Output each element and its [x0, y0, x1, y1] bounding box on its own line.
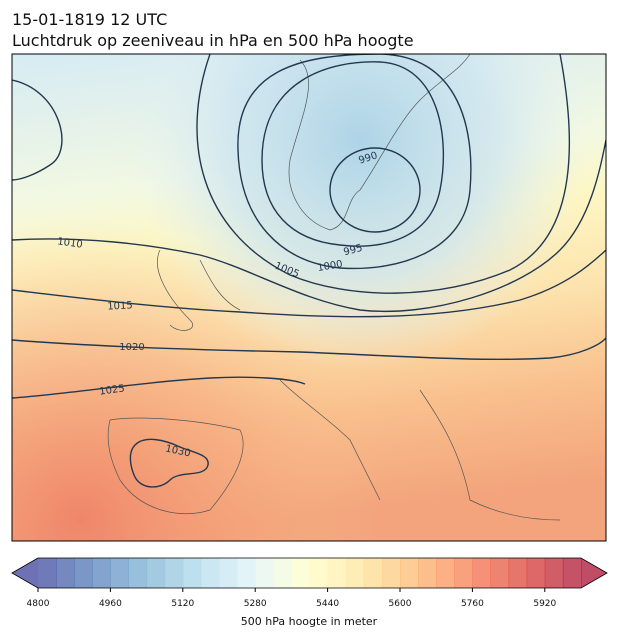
colorbar-extend-low: [12, 558, 38, 588]
isobar: [329, 147, 421, 233]
isobar: [12, 79, 63, 181]
isobar: [237, 54, 472, 270]
isobar-label: 995: [342, 243, 363, 259]
colorbar-bin: [490, 558, 510, 588]
colorbar-tick-label: 5440: [316, 599, 339, 609]
colorbar-bin: [255, 558, 274, 588]
colorbar-bin: [128, 558, 148, 588]
colorbar-label: 500 hPa hoogte in meter: [241, 615, 378, 628]
isobar-label: 1010: [57, 236, 84, 250]
isobar-label: 1020: [119, 342, 144, 353]
colorbar-tick-label: 4960: [99, 599, 122, 609]
colorbar-bin: [237, 558, 256, 588]
colorbar-bin: [472, 558, 491, 588]
isobar-label: 1000: [317, 259, 344, 274]
colorbar-bin: [146, 558, 166, 588]
coastline: [157, 249, 241, 331]
isobar: [12, 337, 606, 361]
colorbar-tick-label: 5600: [389, 599, 412, 609]
isobar: [12, 139, 606, 313]
colorbar-bin: [309, 558, 329, 588]
isobar: [12, 376, 306, 399]
colorbar-bin: [508, 558, 528, 588]
coastline: [107, 417, 244, 515]
isobar: [129, 438, 209, 488]
colorbar-bin: [381, 558, 401, 588]
colorbar-bin: [544, 558, 564, 588]
colorbar-bin: [345, 558, 365, 588]
colorbar-tick-label: 4800: [27, 599, 50, 609]
colorbar-bin: [200, 558, 220, 588]
title: 15-01-1819 12 UTC: [12, 10, 167, 29]
colorbar-bin: [273, 558, 292, 588]
colorbar-bin: [291, 558, 310, 588]
coastline: [279, 379, 561, 521]
colorbar-bin: [164, 558, 184, 588]
isobar-label: 1025: [99, 383, 126, 397]
colorbar-bin: [182, 558, 202, 588]
colorbar-bin: [363, 558, 383, 588]
colorbar-tick-label: 5120: [171, 599, 194, 609]
colorbar-bin: [436, 558, 455, 588]
colorbar-tick-label: 5280: [244, 599, 267, 609]
colorbar-bin: [400, 558, 419, 588]
colorbar-bin: [418, 558, 437, 588]
isobar-label: 1030: [164, 443, 191, 459]
colorbar-bin: [327, 558, 347, 588]
isobar: [261, 61, 445, 247]
coastline: [288, 54, 471, 231]
colorbar-outline: [11, 557, 608, 589]
colorbar-bin: [74, 558, 93, 588]
colorbar: 4800 4960 5120 5280 5440 5600 5760 5920: [11, 557, 608, 609]
colorbar-bin: [526, 558, 546, 588]
colorbar-bin: [454, 558, 473, 588]
isobar: [196, 54, 571, 294]
isobar-label: 1015: [107, 300, 133, 312]
height-field-low: [12, 54, 606, 541]
colorbar-bin: [56, 558, 75, 588]
colorbar-bin: [562, 558, 582, 588]
colorbar-bin: [219, 558, 238, 588]
colorbar-extend-high: [581, 558, 607, 588]
isobar: [12, 249, 606, 318]
colorbar-tick-label: 5760: [461, 599, 484, 609]
colorbar-tick-label: 5920: [533, 599, 556, 609]
colorbar-bin: [92, 558, 111, 588]
colorbar-bin: [38, 558, 57, 588]
subtitle: Luchtdruk op zeeniveau in hPa en 500 hPa…: [12, 31, 414, 50]
colorbar-bin: [110, 558, 129, 588]
map-frame: [11, 53, 607, 542]
